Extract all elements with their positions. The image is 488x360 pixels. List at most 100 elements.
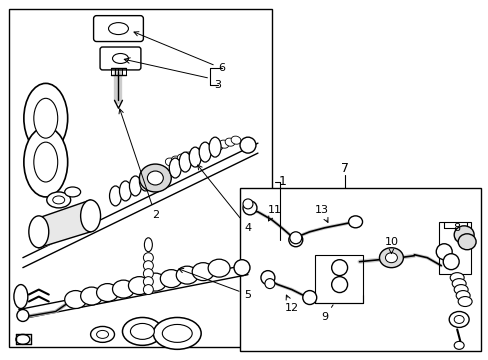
- Ellipse shape: [64, 187, 81, 197]
- Text: 8: 8: [453, 223, 460, 240]
- Ellipse shape: [64, 291, 86, 309]
- Ellipse shape: [302, 291, 316, 305]
- Text: 3: 3: [214, 80, 221, 90]
- Text: 13: 13: [314, 205, 328, 222]
- Ellipse shape: [96, 330, 108, 338]
- Ellipse shape: [53, 196, 64, 204]
- Ellipse shape: [442, 254, 458, 270]
- Ellipse shape: [179, 152, 191, 172]
- Ellipse shape: [224, 138, 235, 146]
- Ellipse shape: [34, 98, 58, 138]
- Ellipse shape: [453, 315, 463, 323]
- Ellipse shape: [122, 318, 162, 345]
- Text: 10: 10: [384, 237, 398, 254]
- Ellipse shape: [139, 164, 171, 192]
- Ellipse shape: [47, 192, 71, 208]
- Ellipse shape: [165, 158, 175, 166]
- Text: 2: 2: [119, 109, 159, 220]
- Ellipse shape: [112, 54, 128, 63]
- Bar: [314, 255, 362, 302]
- Ellipse shape: [189, 150, 199, 158]
- Ellipse shape: [234, 260, 249, 276]
- Ellipse shape: [90, 327, 114, 342]
- Ellipse shape: [435, 244, 451, 260]
- Polygon shape: [39, 200, 90, 248]
- Ellipse shape: [143, 269, 153, 279]
- Ellipse shape: [331, 276, 347, 293]
- Ellipse shape: [119, 181, 131, 201]
- Ellipse shape: [379, 248, 403, 268]
- Text: 6: 6: [134, 32, 225, 73]
- Ellipse shape: [162, 324, 192, 342]
- Ellipse shape: [176, 266, 198, 284]
- Ellipse shape: [112, 280, 134, 298]
- Ellipse shape: [195, 148, 204, 156]
- Text: 1: 1: [278, 175, 286, 189]
- Text: 12: 12: [284, 295, 298, 312]
- Bar: [240, 188, 480, 351]
- Ellipse shape: [144, 273, 166, 291]
- Ellipse shape: [261, 271, 274, 285]
- Ellipse shape: [14, 285, 28, 309]
- Ellipse shape: [264, 279, 274, 289]
- Text: 5: 5: [179, 269, 251, 300]
- Ellipse shape: [147, 171, 163, 185]
- Ellipse shape: [24, 127, 67, 197]
- Ellipse shape: [208, 259, 229, 277]
- Ellipse shape: [17, 310, 29, 321]
- FancyBboxPatch shape: [93, 15, 143, 41]
- Text: 4: 4: [197, 165, 251, 233]
- Ellipse shape: [240, 137, 255, 153]
- Ellipse shape: [183, 152, 193, 160]
- Text: 7: 7: [340, 162, 348, 175]
- Ellipse shape: [385, 253, 397, 263]
- Ellipse shape: [189, 147, 201, 167]
- Ellipse shape: [109, 186, 121, 206]
- Ellipse shape: [243, 201, 256, 215]
- Ellipse shape: [243, 199, 252, 209]
- Ellipse shape: [96, 284, 118, 302]
- Ellipse shape: [192, 263, 214, 280]
- Ellipse shape: [451, 279, 465, 289]
- Ellipse shape: [34, 142, 58, 182]
- Ellipse shape: [453, 226, 473, 244]
- Bar: [438, 222, 470, 274]
- Ellipse shape: [455, 291, 469, 301]
- Ellipse shape: [29, 216, 49, 248]
- Ellipse shape: [457, 297, 471, 306]
- Ellipse shape: [130, 323, 154, 339]
- Ellipse shape: [331, 260, 347, 276]
- Ellipse shape: [199, 142, 211, 162]
- Ellipse shape: [177, 154, 187, 162]
- Ellipse shape: [171, 156, 181, 164]
- Ellipse shape: [129, 176, 141, 196]
- Ellipse shape: [209, 137, 221, 157]
- Ellipse shape: [448, 311, 468, 328]
- Ellipse shape: [81, 200, 101, 232]
- Ellipse shape: [449, 273, 463, 283]
- Bar: [9, 9, 271, 347]
- Ellipse shape: [457, 234, 475, 250]
- Ellipse shape: [219, 140, 228, 148]
- Ellipse shape: [81, 287, 102, 305]
- Ellipse shape: [453, 341, 463, 349]
- Text: 11: 11: [267, 205, 281, 221]
- Ellipse shape: [207, 144, 217, 152]
- Ellipse shape: [289, 232, 301, 244]
- Ellipse shape: [108, 23, 128, 35]
- Ellipse shape: [169, 158, 181, 178]
- Ellipse shape: [348, 216, 362, 228]
- Ellipse shape: [288, 233, 302, 247]
- Ellipse shape: [128, 276, 150, 294]
- Ellipse shape: [143, 276, 153, 287]
- Ellipse shape: [231, 136, 241, 144]
- Ellipse shape: [453, 285, 467, 294]
- Ellipse shape: [213, 142, 223, 150]
- Ellipse shape: [24, 84, 67, 153]
- Ellipse shape: [143, 285, 153, 294]
- Text: 9: 9: [321, 305, 332, 323]
- Ellipse shape: [153, 318, 201, 349]
- Ellipse shape: [144, 238, 152, 252]
- Ellipse shape: [16, 334, 30, 345]
- Ellipse shape: [143, 253, 153, 263]
